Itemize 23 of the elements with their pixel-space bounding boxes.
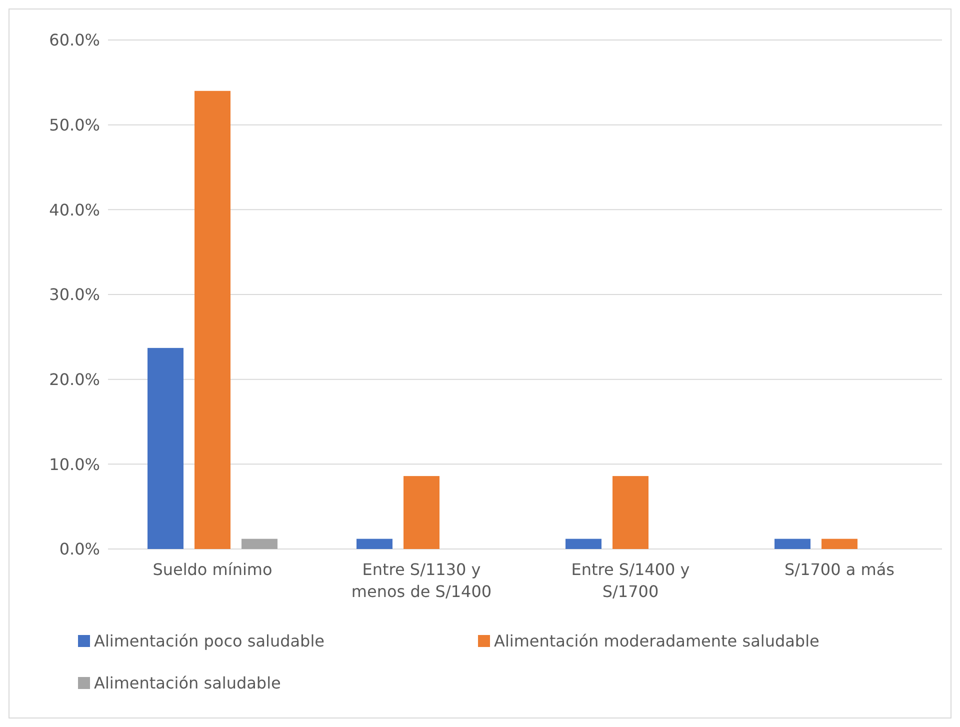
y-tick-label: 40.0%: [49, 200, 100, 220]
y-tick-label: 30.0%: [49, 285, 100, 304]
x-tick-label: Sueldo mínimo: [152, 560, 272, 579]
y-tick-label: 60.0%: [49, 30, 100, 50]
y-tick-label: 20.0%: [49, 370, 100, 389]
bar: [404, 476, 440, 549]
x-tick-label: Entre S/1400 y S/1700: [571, 560, 690, 601]
bar: [194, 90, 230, 549]
bar: [822, 538, 858, 549]
bar: [356, 538, 392, 549]
legend-label: Alimentación poco saludable: [94, 632, 324, 651]
y-tick-label: 0.0%: [59, 540, 100, 559]
bar: [566, 538, 602, 549]
bar: [774, 538, 810, 549]
bar: [148, 348, 184, 549]
legend-label: Alimentación moderadamente saludable: [494, 632, 820, 651]
bar: [242, 538, 278, 549]
x-tick-label: S/1700 a más: [784, 560, 894, 579]
x-tick-label: Entre S/1130 y menos de S/1400: [351, 560, 492, 601]
y-tick-label: 50.0%: [49, 115, 100, 134]
y-tick-label: 10.0%: [49, 454, 100, 474]
legend-label: Alimentación saludable: [94, 674, 281, 693]
bar: [612, 476, 648, 549]
